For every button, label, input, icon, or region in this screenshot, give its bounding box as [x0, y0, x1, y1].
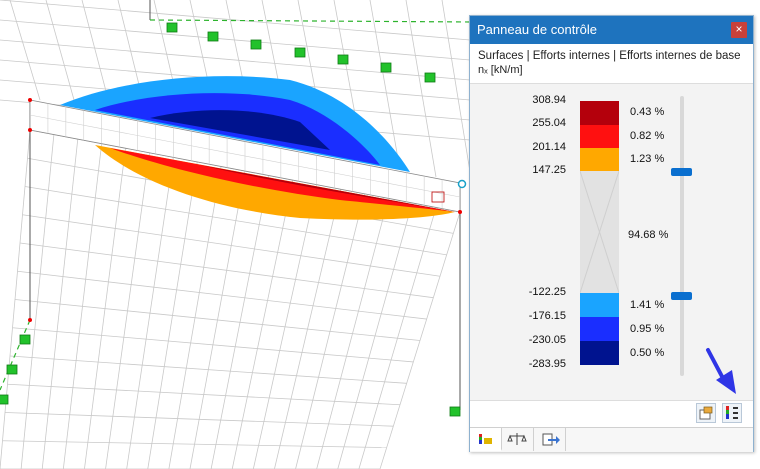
- bottom-toolbar: [470, 400, 753, 426]
- tab-export[interactable]: [534, 428, 566, 451]
- supports: [0, 22, 461, 417]
- color-scale-icon: [726, 406, 738, 419]
- legend-value: -176.15: [528, 310, 566, 322]
- beam-mesh: [29, 99, 461, 213]
- support-marker: [166, 22, 178, 33]
- legend-swatch: [580, 317, 619, 341]
- legend-swatch: [580, 341, 619, 365]
- legend-value: -230.05: [528, 334, 566, 346]
- support-marker: [337, 54, 349, 65]
- support-marker: [19, 334, 31, 345]
- close-button[interactable]: ×: [731, 22, 747, 38]
- support-marker: [380, 62, 392, 73]
- arrow-annotation: [706, 348, 736, 394]
- support-line-left: [0, 319, 31, 391]
- support-marker: [6, 364, 18, 375]
- support-marker: [0, 394, 9, 405]
- support-marker: [424, 72, 436, 83]
- export-icon: [542, 433, 560, 446]
- range-slider-track[interactable]: [680, 96, 684, 376]
- panel-title-bar[interactable]: Panneau de contrôle ×: [470, 16, 753, 44]
- support-line: [149, 19, 476, 23]
- legend-swatch: [580, 293, 619, 317]
- legend-value: 147.25: [532, 164, 566, 176]
- settings-icon: [699, 406, 713, 420]
- result-isobands-positive: [95, 145, 455, 220]
- panel-tabs: [470, 427, 753, 452]
- legend-swatch: [580, 125, 619, 148]
- panel-title: Panneau de contrôle: [477, 22, 597, 37]
- legend-percent: 0.43 %: [630, 106, 665, 118]
- tab-balance[interactable]: [502, 428, 534, 451]
- legend-percent: 0.50 %: [630, 347, 665, 359]
- legend-value: 201.14: [532, 141, 566, 153]
- nodes: [28, 98, 462, 322]
- legend-value: 255.04: [532, 117, 566, 129]
- color-legend-icon: [479, 434, 492, 444]
- support-marker: [250, 39, 262, 50]
- unit-label: nₓ [kN/m]: [478, 64, 523, 76]
- support-marker: [449, 406, 461, 417]
- legend-swatch: [580, 148, 619, 171]
- legend-swatch: [580, 171, 619, 293]
- slider-thumb-lower[interactable]: [671, 292, 692, 300]
- legend-percent: 0.95 %: [630, 323, 665, 335]
- legend-swatch: [580, 101, 619, 125]
- support-marker: [207, 31, 219, 42]
- legend-percent: 0.82 %: [630, 130, 665, 142]
- legend-value: -283.95: [528, 358, 566, 370]
- frame-lines: [29, 0, 461, 410]
- balance-icon: [507, 433, 527, 445]
- support-marker: [294, 47, 306, 58]
- selected-node[interactable]: [457, 179, 467, 189]
- color-legend: 308.94 255.04 201.14 147.25 -122.25 -176…: [470, 83, 753, 401]
- legend-percent: 1.23 %: [630, 153, 665, 165]
- settings-button[interactable]: [696, 403, 716, 423]
- legend-value: -122.25: [528, 286, 566, 298]
- mesh-grid: [0, 0, 473, 469]
- color-scale-button[interactable]: [722, 403, 742, 423]
- legend-value: 308.94: [532, 94, 566, 106]
- tab-color-legend[interactable]: [470, 428, 502, 451]
- slider-thumb-upper[interactable]: [671, 168, 692, 176]
- breadcrumb: Surfaces | Efforts internes | Efforts in…: [478, 50, 741, 62]
- result-isobands-negative: [60, 76, 410, 172]
- legend-percent: 1.41 %: [630, 299, 665, 311]
- control-panel: Panneau de contrôle × Surfaces | Efforts…: [469, 15, 754, 452]
- legend-percent: 94.68 %: [628, 229, 669, 241]
